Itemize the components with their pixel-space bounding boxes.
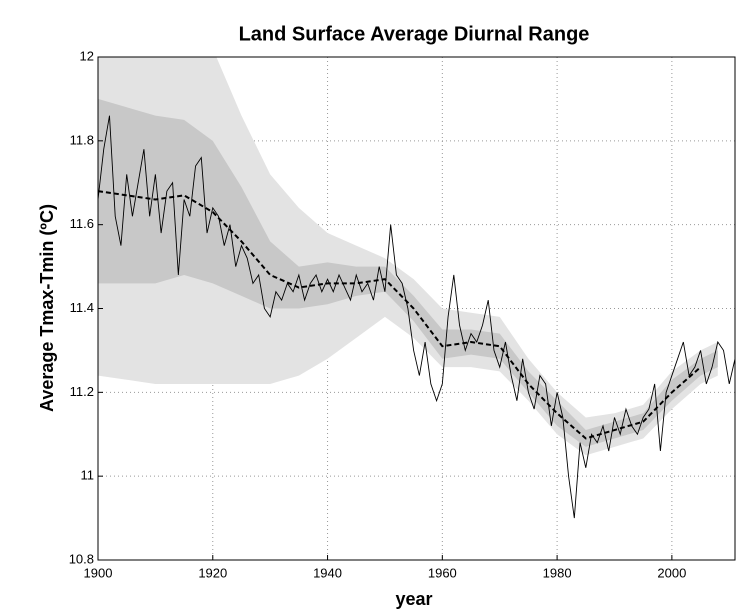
uncertainty-band xyxy=(98,57,718,456)
y-tick-label: 11.8 xyxy=(70,132,94,147)
y-tick-label: 10.8 xyxy=(69,551,94,566)
x-tick-label: 1980 xyxy=(543,565,572,580)
x-tick-label: 1920 xyxy=(198,565,227,580)
data-line xyxy=(98,115,735,519)
plot xyxy=(98,57,735,519)
x-tick-label: 1940 xyxy=(313,565,342,580)
x-axis-label: year xyxy=(395,589,432,609)
y-tick-label: 11.2 xyxy=(70,384,94,399)
y-tick-label: 12 xyxy=(80,48,94,63)
x-tick-label: 1960 xyxy=(428,565,457,580)
x-tick-label: 1900 xyxy=(84,565,113,580)
moving-average-line xyxy=(98,190,702,440)
y-tick-label: 11 xyxy=(81,468,95,483)
x-tick-label: 2000 xyxy=(657,565,686,580)
uncertainty-band xyxy=(98,98,718,447)
y-tick-label: 11.4 xyxy=(70,300,94,315)
y-axis-label: Average Tmax-Tmin (ºC) xyxy=(37,204,57,412)
chart-title: Land Surface Average Diurnal Range xyxy=(239,23,590,45)
plot-frame xyxy=(97,56,736,561)
y-tick-label: 11.6 xyxy=(70,216,94,231)
